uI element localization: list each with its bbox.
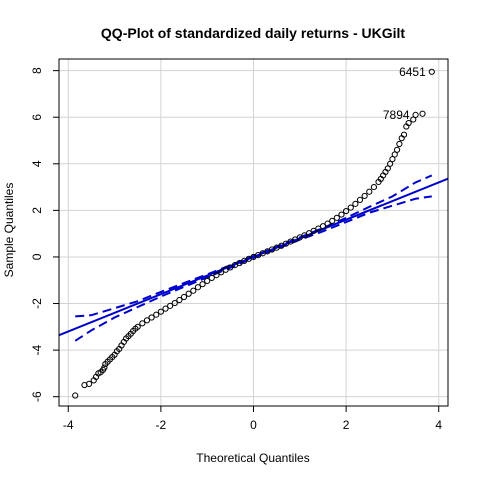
sample-point: [356, 196, 364, 203]
sample-point: [199, 281, 206, 288]
sample-point: [204, 277, 211, 285]
sample-point: [153, 311, 160, 318]
y-tick-label: -2: [30, 298, 44, 309]
sample-point: [143, 317, 151, 324]
sample-point: [157, 308, 164, 315]
sample-point: [338, 211, 345, 218]
y-tick-label: -4: [30, 344, 44, 355]
sample-point: [139, 320, 146, 327]
sample-point: [412, 111, 419, 118]
x-tick-label: 2: [343, 418, 350, 432]
sample-points: [72, 68, 435, 399]
sample-point: [213, 272, 220, 279]
sample-point: [217, 269, 225, 276]
sample-point: [319, 223, 327, 230]
sample-point: [370, 183, 378, 191]
chart-title: QQ-Plot of standardized daily returns - …: [101, 25, 405, 41]
sample-point: [419, 110, 426, 117]
sample-point: [185, 290, 192, 297]
sample-point: [400, 131, 408, 138]
axis-ticks: -4 -2 0 2 4 -6 -4 -2 0 2 4 6 8: [30, 67, 442, 432]
sample-point: [148, 314, 155, 321]
y-tick-label: 4: [30, 160, 44, 167]
sample-point: [134, 323, 141, 330]
sample-point: [162, 305, 169, 312]
sample-point: [428, 68, 435, 75]
sample-point: [329, 217, 336, 224]
y-tick-label: 6: [30, 114, 44, 121]
y-tick-label: 8: [30, 67, 44, 74]
sample-point: [343, 207, 350, 215]
sample-point: [208, 274, 215, 282]
sample-point: [366, 188, 373, 195]
sample-point: [190, 287, 197, 294]
sample-point: [393, 146, 401, 153]
sample-point: [361, 192, 368, 200]
sample-point: [324, 220, 331, 227]
fit-line: [59, 177, 448, 337]
sample-point: [405, 119, 412, 127]
sample-point: [176, 296, 183, 304]
y-axis-label: Sample Quantiles: [2, 183, 16, 278]
y-tick-label: 2: [30, 207, 44, 214]
fit-line-layer: [59, 177, 448, 337]
point-annotation: 6451: [399, 65, 426, 79]
grid-lines: [59, 59, 448, 406]
sample-point: [194, 284, 202, 291]
sample-point: [180, 293, 188, 301]
sample-point: [167, 302, 174, 309]
sample-point: [72, 392, 79, 399]
sample-point: [171, 299, 178, 307]
x-tick-label: 4: [435, 418, 442, 432]
sample-point: [396, 140, 403, 148]
sample-point: [333, 214, 340, 221]
sample-point: [86, 380, 93, 387]
point-annotation: 7894: [383, 108, 410, 122]
x-tick-label: -2: [156, 418, 167, 432]
y-tick-label: 0: [30, 253, 44, 260]
sample-point: [352, 200, 359, 207]
x-axis-label: Theoretical Quantiles: [196, 451, 309, 465]
y-tick-label: -6: [30, 391, 44, 402]
x-tick-label: 0: [250, 418, 257, 432]
x-tick-label: -4: [63, 418, 74, 432]
sample-point: [101, 364, 108, 371]
sample-point: [347, 204, 354, 211]
point-annotations: 6451 7894: [383, 65, 426, 122]
